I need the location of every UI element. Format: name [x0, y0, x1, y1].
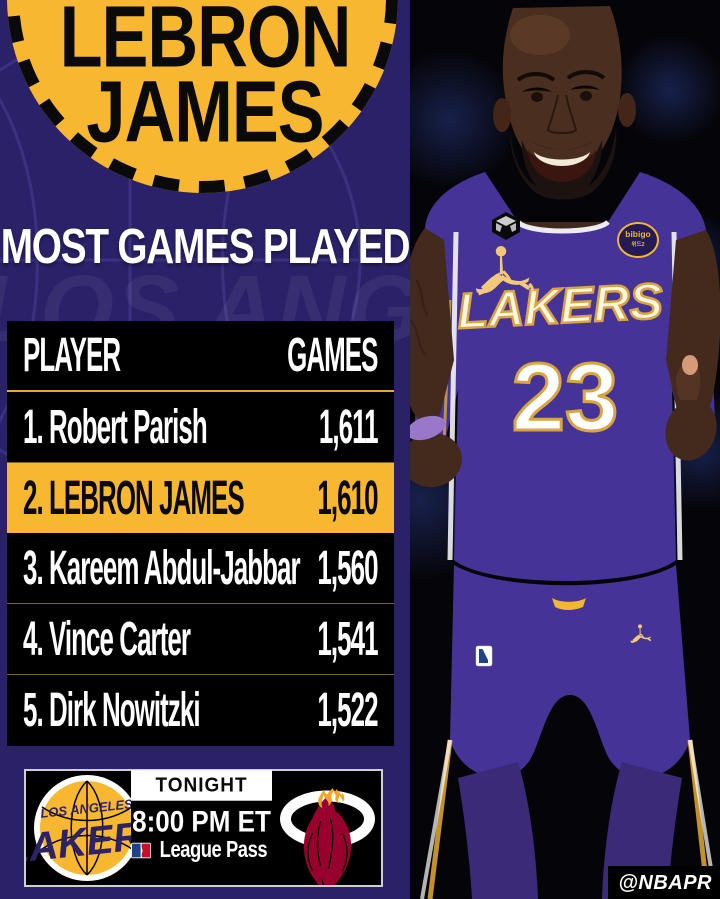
- svg-text:bibigo: bibigo: [625, 229, 651, 239]
- svg-text:위드2: 위드2: [631, 240, 644, 248]
- svg-text:23: 23: [512, 344, 619, 451]
